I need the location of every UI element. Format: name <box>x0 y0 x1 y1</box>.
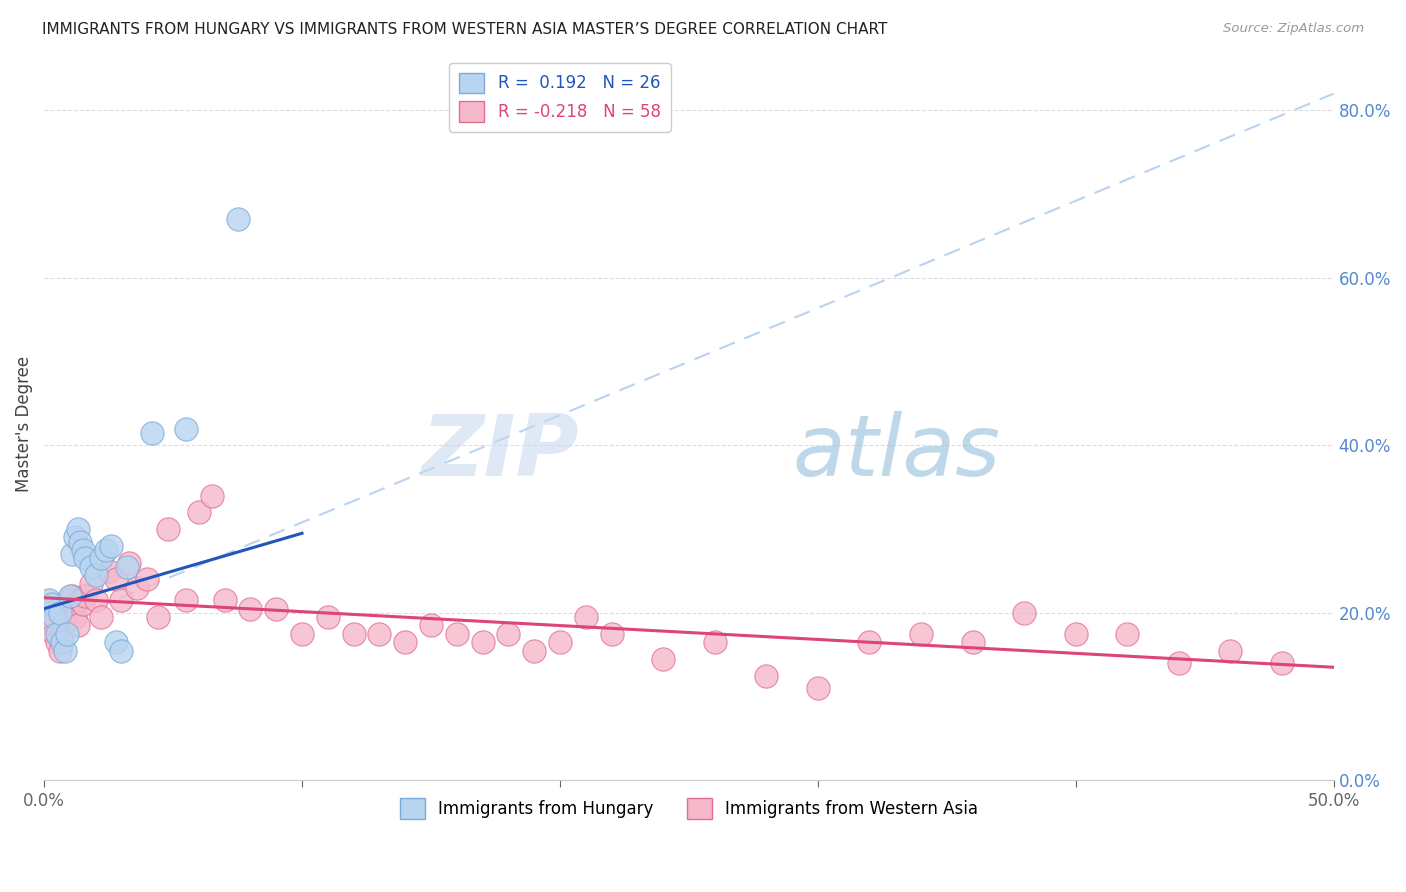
Point <box>420 618 443 632</box>
Point <box>66 618 89 632</box>
Point <box>69 534 91 549</box>
Point <box>187 505 209 519</box>
Point <box>59 589 82 603</box>
Point <box>368 626 391 640</box>
Point <box>75 551 97 566</box>
Point <box>962 635 984 649</box>
Point <box>264 601 287 615</box>
Point <box>46 635 69 649</box>
Point <box>548 635 571 649</box>
Point <box>910 626 932 640</box>
Point <box>94 543 117 558</box>
Point <box>239 601 262 615</box>
Point <box>59 593 82 607</box>
Point <box>523 643 546 657</box>
Point <box>226 212 249 227</box>
Point <box>90 610 112 624</box>
Point <box>1167 656 1189 670</box>
Point <box>41 598 63 612</box>
Point <box>51 626 73 640</box>
Point <box>201 489 224 503</box>
Point <box>858 635 880 649</box>
Point <box>63 531 86 545</box>
Point <box>46 626 69 640</box>
Point <box>125 581 148 595</box>
Point <box>575 610 598 624</box>
Point <box>807 681 830 696</box>
Point <box>174 421 197 435</box>
Text: IMMIGRANTS FROM HUNGARY VS IMMIGRANTS FROM WESTERN ASIA MASTER’S DEGREE CORRELAT: IMMIGRANTS FROM HUNGARY VS IMMIGRANTS FR… <box>42 22 887 37</box>
Point <box>62 547 84 561</box>
Point <box>100 539 122 553</box>
Point <box>84 568 107 582</box>
Point <box>1064 626 1087 640</box>
Point <box>214 593 236 607</box>
Point <box>63 610 86 624</box>
Point <box>84 593 107 607</box>
Point <box>146 610 169 624</box>
Point <box>72 543 94 558</box>
Legend: Immigrants from Hungary, Immigrants from Western Asia: Immigrants from Hungary, Immigrants from… <box>394 792 984 825</box>
Point <box>110 643 132 657</box>
Point <box>79 559 101 574</box>
Point <box>600 626 623 640</box>
Point <box>105 572 128 586</box>
Y-axis label: Master's Degree: Master's Degree <box>15 356 32 492</box>
Point <box>1271 656 1294 670</box>
Point <box>446 626 468 640</box>
Point <box>48 606 70 620</box>
Point <box>471 635 494 649</box>
Point <box>51 635 73 649</box>
Point <box>118 556 141 570</box>
Point <box>105 635 128 649</box>
Text: ZIP: ZIP <box>422 411 579 494</box>
Point <box>44 610 66 624</box>
Point <box>1012 606 1035 620</box>
Point <box>141 425 163 440</box>
Point <box>291 626 314 640</box>
Point <box>498 626 520 640</box>
Point <box>90 551 112 566</box>
Point <box>75 589 97 603</box>
Text: atlas: atlas <box>792 411 1000 494</box>
Point <box>316 610 339 624</box>
Point <box>394 635 416 649</box>
Text: Source: ZipAtlas.com: Source: ZipAtlas.com <box>1223 22 1364 36</box>
Point <box>66 522 89 536</box>
Point <box>38 593 60 607</box>
Point <box>72 598 94 612</box>
Point <box>1219 643 1241 657</box>
Point <box>56 598 79 612</box>
Point <box>38 606 60 620</box>
Point <box>44 626 66 640</box>
Point <box>79 576 101 591</box>
Point <box>48 643 70 657</box>
Point <box>41 618 63 632</box>
Point <box>56 626 79 640</box>
Point <box>652 652 675 666</box>
Point <box>115 559 138 574</box>
Point <box>703 635 725 649</box>
Point <box>1116 626 1139 640</box>
Point <box>156 522 179 536</box>
Point <box>136 572 159 586</box>
Point <box>97 564 120 578</box>
Point <box>69 593 91 607</box>
Point <box>110 593 132 607</box>
Point <box>62 589 84 603</box>
Point <box>755 668 778 682</box>
Point <box>53 610 76 624</box>
Point <box>342 626 364 640</box>
Point <box>174 593 197 607</box>
Point <box>53 643 76 657</box>
